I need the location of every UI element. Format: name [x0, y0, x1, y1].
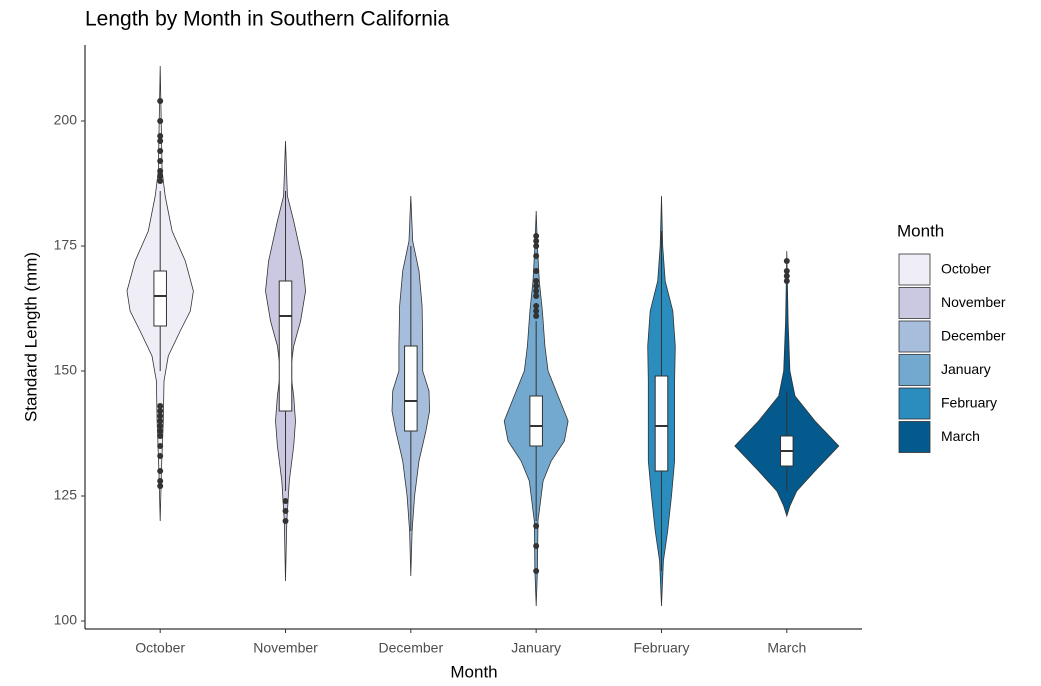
legend-key — [898, 320, 931, 353]
legend-label: January — [941, 361, 991, 377]
outlier — [533, 293, 540, 299]
x-tick-label: February — [633, 640, 689, 656]
legend-title: Month — [897, 221, 944, 240]
legend-label: December — [941, 328, 1006, 344]
outlier — [157, 453, 164, 459]
outlier — [282, 518, 289, 524]
outlier — [157, 148, 164, 154]
outlier — [157, 443, 164, 449]
outlier — [157, 423, 164, 429]
y-tick-label: 125 — [54, 487, 78, 503]
x-tick-label: March — [767, 640, 806, 656]
x-tick-label: October — [135, 640, 185, 656]
outlier — [157, 483, 164, 489]
chart-title: Length by Month in Southern California — [85, 8, 450, 31]
y-axis-title: Standard Length (mm) — [21, 252, 40, 422]
outlier — [533, 288, 540, 294]
x-axis-title: Month — [450, 662, 497, 681]
y-tick-label: 200 — [54, 112, 78, 128]
box — [153, 270, 167, 327]
outlier — [783, 278, 790, 284]
legend-key — [898, 387, 931, 420]
outlier — [157, 413, 164, 419]
outlier — [533, 278, 540, 284]
legend-key — [898, 421, 931, 453]
legend-label: November — [941, 294, 1006, 310]
outlier — [157, 403, 164, 409]
outlier — [533, 243, 540, 249]
y-tick-label: 100 — [54, 612, 78, 628]
outlier — [157, 408, 164, 414]
outlier — [783, 268, 790, 274]
outlier — [533, 238, 540, 244]
violin — [734, 250, 840, 518]
outlier — [533, 283, 540, 289]
outlier — [533, 233, 540, 239]
outlier — [533, 253, 540, 259]
outlier — [157, 98, 164, 104]
outlier — [157, 178, 164, 184]
outlier — [533, 268, 540, 274]
y-tick-label: 150 — [54, 362, 78, 378]
x-tick-label: December — [379, 640, 444, 656]
outlier — [533, 523, 540, 529]
outlier — [282, 508, 289, 514]
outlier — [157, 468, 164, 474]
outlier — [157, 428, 164, 434]
outlier — [157, 158, 164, 164]
legend-key — [898, 253, 931, 286]
outlier — [533, 308, 540, 314]
outlier — [157, 168, 164, 174]
box — [529, 395, 543, 447]
y-tick-label: 175 — [54, 237, 78, 253]
legend-label: October — [941, 261, 991, 277]
outlier — [157, 133, 164, 139]
outlier — [533, 313, 540, 319]
legend-label: March — [941, 428, 980, 444]
outlier — [533, 568, 540, 574]
x-tick-label: January — [511, 640, 561, 656]
outlier — [157, 138, 164, 144]
box — [278, 280, 293, 412]
outlier — [783, 258, 790, 264]
box — [404, 345, 418, 432]
legend-key — [898, 354, 931, 386]
outlier — [783, 273, 790, 279]
outlier — [157, 478, 164, 484]
outlier — [157, 173, 164, 179]
outlier — [157, 118, 164, 124]
box — [654, 375, 669, 472]
legend-key — [898, 287, 931, 319]
outlier — [533, 303, 540, 309]
x-tick-label: November — [253, 640, 318, 656]
legend-label: February — [941, 395, 997, 411]
outlier — [533, 543, 540, 549]
outlier — [282, 498, 289, 504]
outlier — [157, 418, 164, 424]
outlier — [157, 433, 164, 439]
